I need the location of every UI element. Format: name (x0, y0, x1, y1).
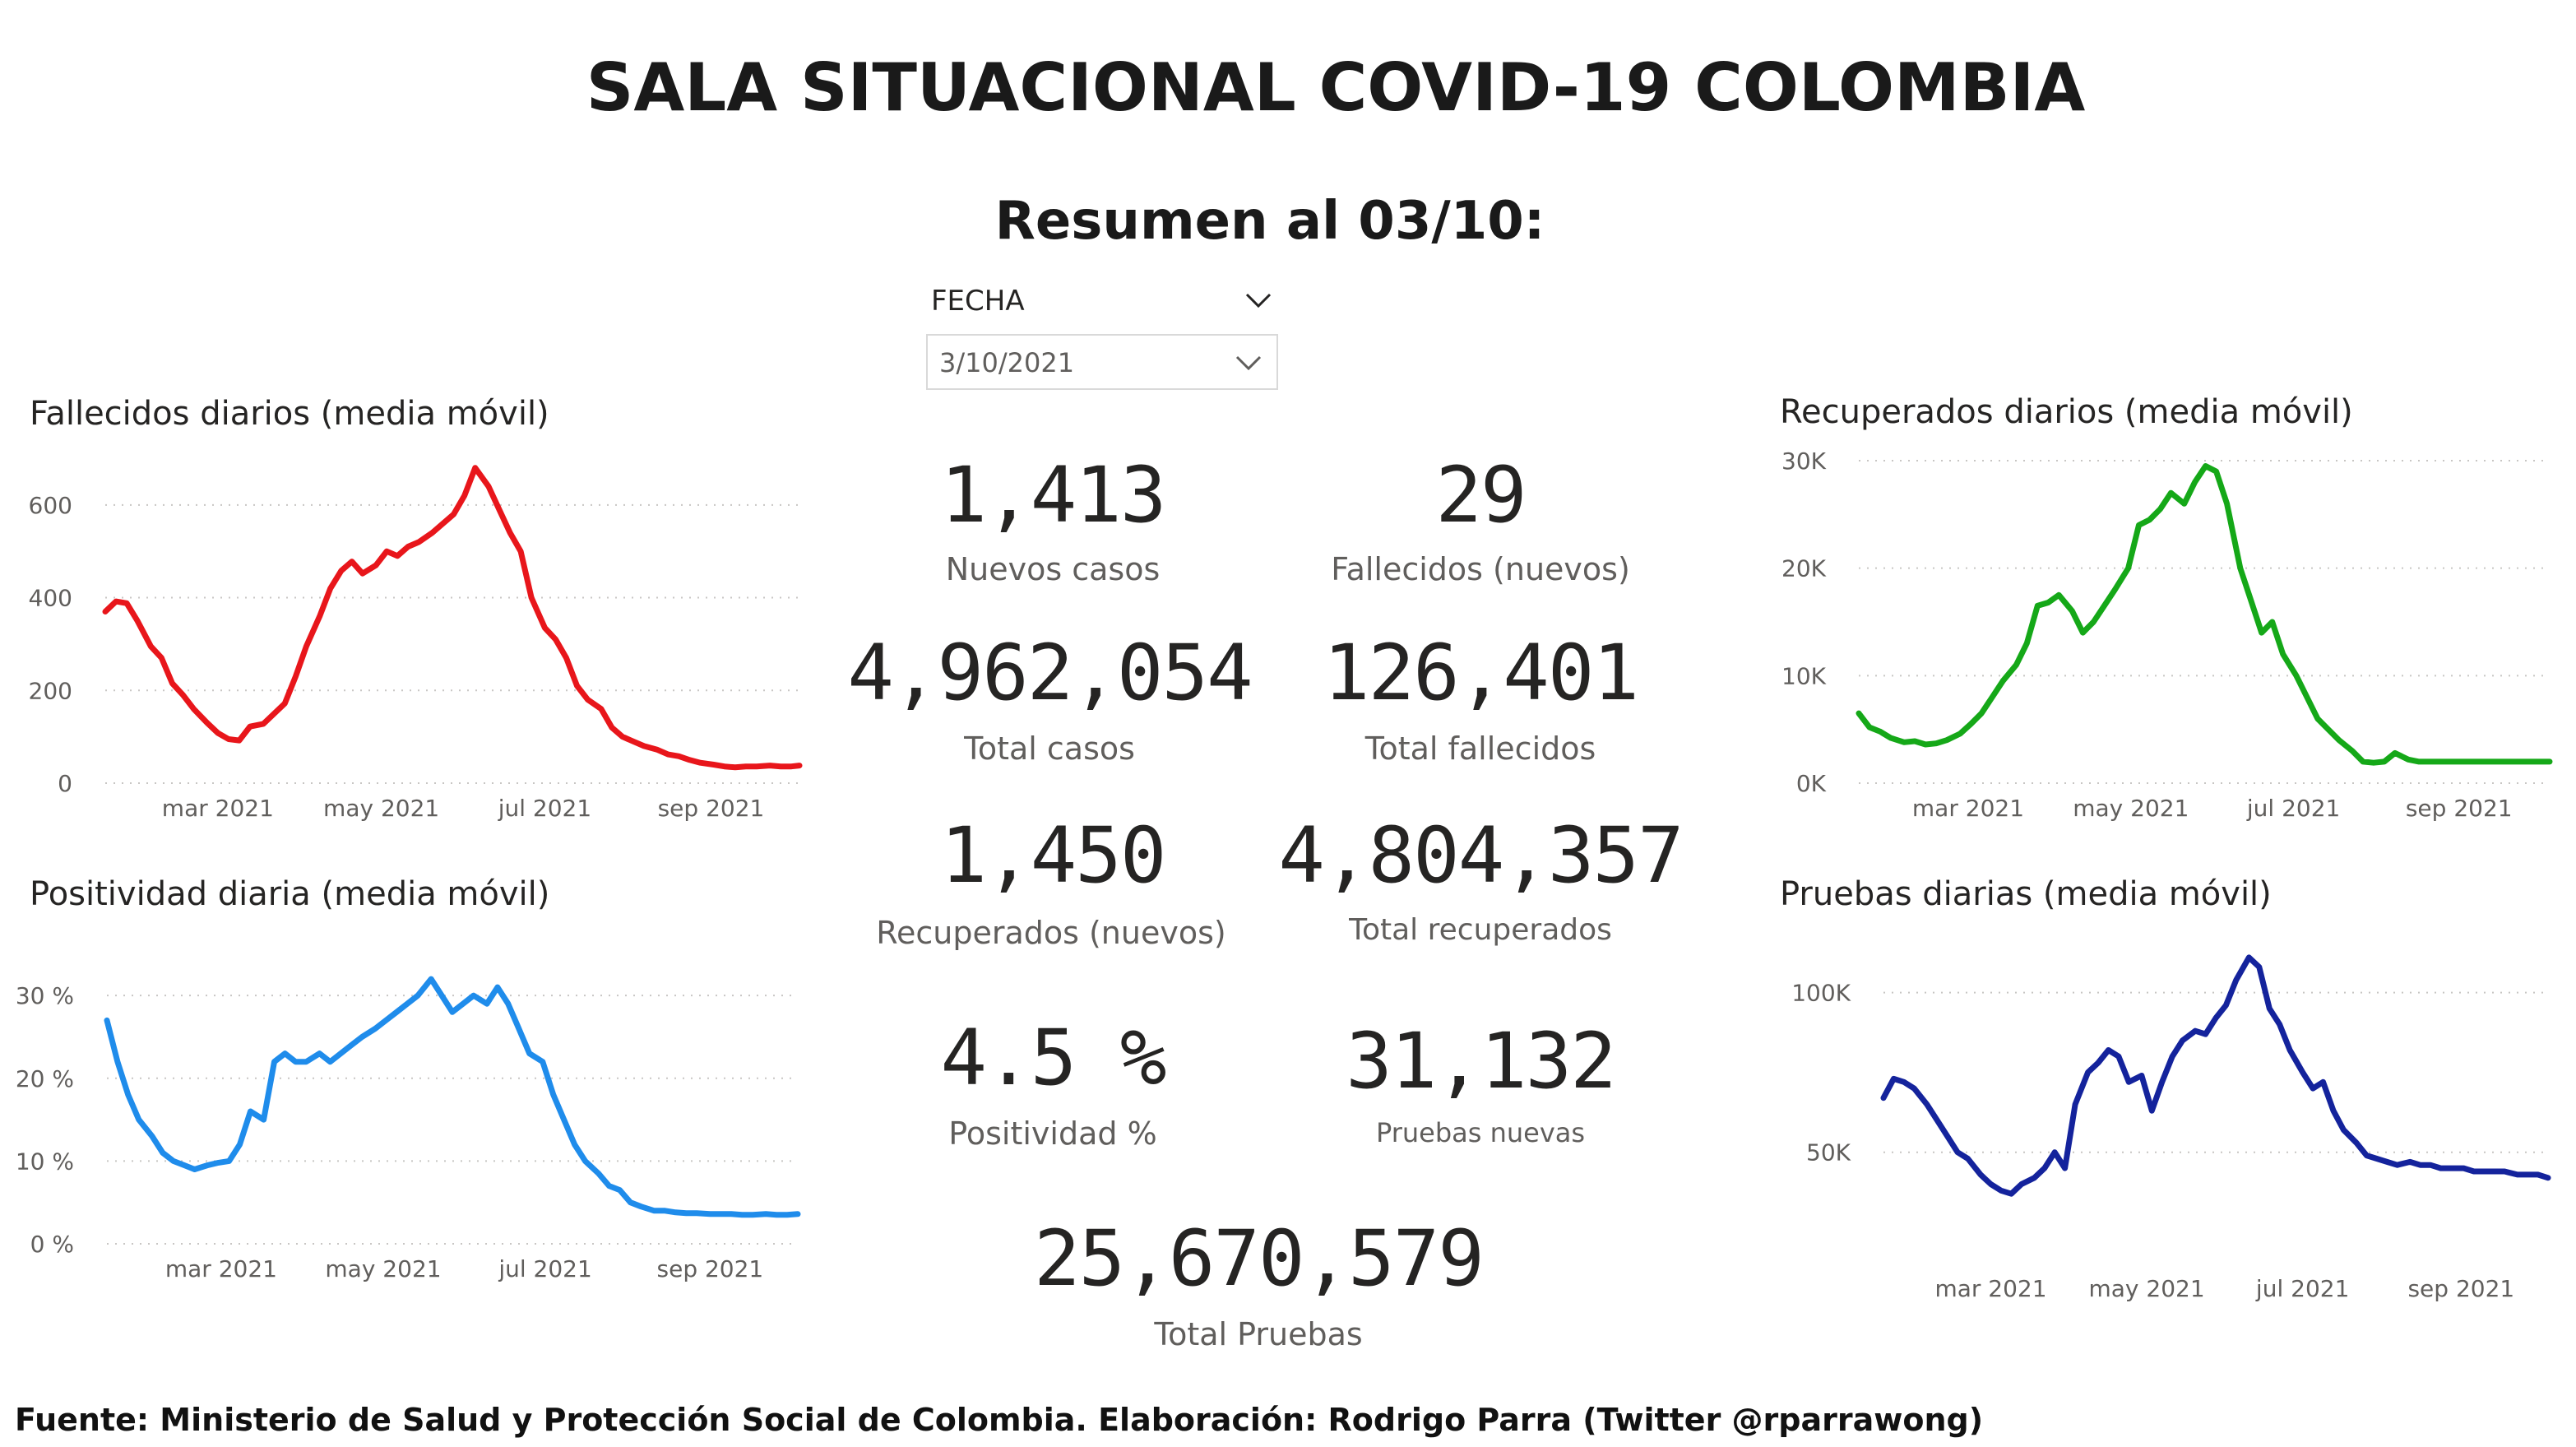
x-tick-label: jul 2021 (498, 795, 591, 822)
kpi-recuperados-nuevos-label: Recuperados (nuevos) (876, 915, 1226, 951)
y-tick-label: 0 (58, 770, 72, 797)
kpi-total-recuperados-value: 4,804,357 (1278, 811, 1684, 901)
kpi-recuperados-nuevos-value: 1,450 (940, 811, 1167, 901)
y-tick-label: 0K (1796, 770, 1827, 797)
kpi-total-pruebas-value: 25,670,579 (1034, 1214, 1485, 1304)
positividad-line-chart[interactable]: 0 % 10 % 20 % 30 % mar 2021 may 2021 jul 2021 s… (0, 946, 814, 1300)
x-tick-label: jul 2021 (498, 1255, 591, 1282)
fallecidos-series-line[interactable] (102, 465, 803, 771)
x-tick-label: mar 2021 (1934, 1275, 2046, 1302)
x-tick-label: jul 2021 (2255, 1275, 2349, 1302)
y-tick-label: 10 % (16, 1148, 74, 1175)
positividad-chart-title: Positividad diaria (media móvil) (30, 875, 550, 913)
x-tick-label: may 2021 (2089, 1275, 2205, 1302)
kpi-positividad-value: 4.5 % (940, 1013, 1167, 1103)
y-tick-label: 400 (29, 585, 72, 612)
x-tick-label: sep 2021 (2406, 795, 2513, 822)
x-tick-label: mar 2021 (165, 1255, 277, 1282)
dashboard-title: SALA SITUACIONAL COVID-19 COLOMBIA (586, 49, 2086, 126)
y-tick-label: 600 (29, 492, 72, 519)
y-tick-label: 30K (1781, 448, 1827, 475)
positividad-series-line[interactable] (104, 976, 801, 1218)
x-tick-label: may 2021 (323, 795, 439, 822)
kpi-total-casos-label: Total casos (964, 730, 1135, 767)
pruebas-chart-title: Pruebas diarias (media móvil) (1780, 875, 2272, 913)
pruebas-series-line[interactable] (1880, 954, 2551, 1197)
fallecidos-chart-title: Fallecidos diarios (media móvil) (30, 395, 549, 433)
slicer-collapse-chevron-icon[interactable] (1242, 288, 1275, 313)
kpi-pruebas-nuevas-label: Pruebas nuevas (1375, 1117, 1586, 1148)
x-tick-label: sep 2021 (657, 1255, 764, 1282)
x-tick-label: may 2021 (325, 1255, 441, 1282)
y-tick-label: 100K (1791, 980, 1851, 1007)
kpi-total-recuperados-label: Total recuperados (1349, 913, 1612, 947)
kpi-nuevos-casos-value: 1,413 (940, 451, 1167, 540)
x-tick-label: mar 2021 (1912, 795, 2024, 822)
recuperados-line-chart[interactable]: 0K 10K 20K 30K mar 2021 may 2021 jul 2021 sep 2… (1760, 436, 2566, 831)
y-tick-label: 30 % (16, 982, 74, 1009)
kpi-fallecidos-nuevos-label: Fallecidos (nuevos) (1331, 551, 1630, 587)
x-tick-label: sep 2021 (658, 795, 765, 822)
y-tick-label: 10K (1781, 662, 1827, 689)
date-dropdown-value: 3/10/2021 (939, 347, 1075, 378)
x-tick-label: may 2021 (2073, 795, 2189, 822)
y-tick-label: 20 % (16, 1065, 74, 1092)
x-tick-label: jul 2021 (2246, 795, 2340, 822)
recuperados-series-line[interactable] (1856, 463, 2553, 766)
date-dropdown[interactable]: 3/10/2021 (926, 334, 1278, 390)
kpi-total-pruebas-label: Total Pruebas (1154, 1316, 1363, 1352)
pruebas-line-chart[interactable]: 50K 100K mar 2021 may 2021 jul 2021 sep 2021 (1760, 938, 2566, 1324)
y-tick-label: 50K (1806, 1139, 1851, 1166)
y-tick-label: 200 (29, 677, 72, 704)
summary-heading: Resumen al 03/10: (994, 191, 1545, 252)
y-tick-label: 20K (1781, 555, 1827, 582)
kpi-nuevos-casos-label: Nuevos casos (945, 551, 1161, 587)
kpi-total-fallecidos-value: 126,401 (1323, 628, 1639, 718)
recuperados-chart-title: Recuperados diarios (media móvil) (1780, 393, 2353, 431)
x-tick-label: sep 2021 (2407, 1275, 2514, 1302)
y-tick-label: 0 % (30, 1231, 74, 1258)
source-footer: Fuente: Ministerio de Salud y Protección… (15, 1402, 1984, 1438)
kpi-fallecidos-nuevos-value: 29 (1435, 451, 1527, 540)
chevron-down-icon[interactable] (1232, 350, 1265, 375)
kpi-positividad-label: Positividad % (948, 1115, 1157, 1152)
x-tick-label: mar 2021 (162, 795, 274, 822)
kpi-total-casos-value: 4,962,054 (847, 628, 1253, 718)
fallecidos-line-chart[interactable]: 0 200 400 600 mar 2021 may 2021 jul 2021 sep 20… (0, 461, 814, 839)
date-slicer-label: FECHA (931, 285, 1025, 318)
kpi-total-fallecidos-label: Total fallecidos (1364, 730, 1596, 767)
kpi-pruebas-nuevas-value: 31,132 (1346, 1017, 1617, 1106)
